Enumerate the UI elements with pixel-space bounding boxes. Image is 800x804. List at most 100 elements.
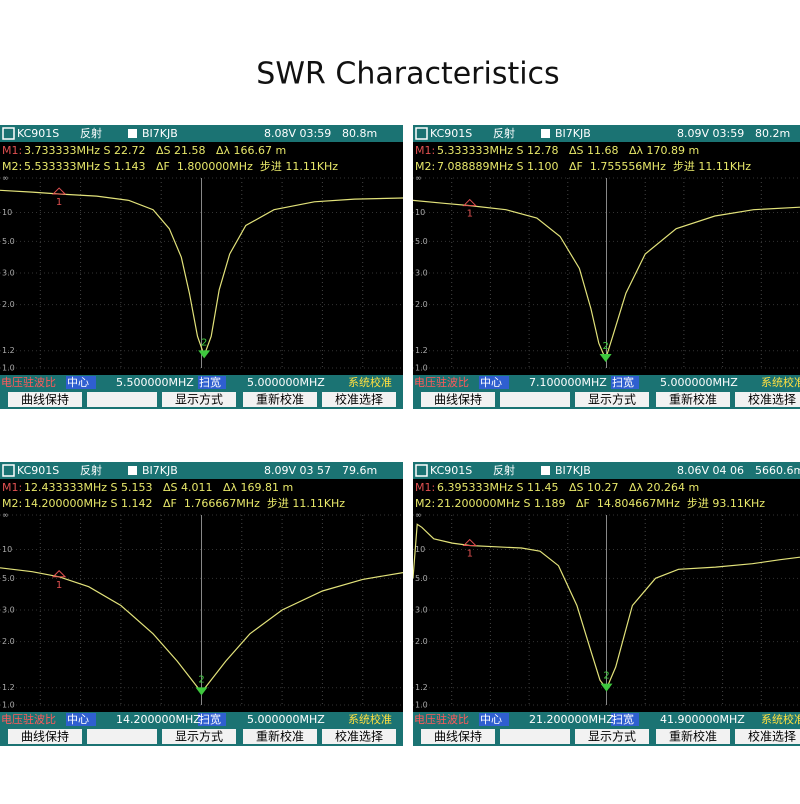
y-tick-label: 5.0 [415,237,428,246]
swr-curve [413,523,800,690]
marker-readout: 5.333333MHz S 12.78 ΔS 11.68 Δλ 170.89 m [437,144,699,157]
footer-text: 电压驻波比 [1,375,56,389]
y-tick-label: 2.0 [415,300,428,309]
footer-text: 扫宽 [199,712,221,726]
marker-number: 1 [56,197,62,208]
status-text: 8.08V 03:59 [264,127,331,140]
button-box[interactable] [575,392,649,407]
marker-triangle [198,350,211,359]
footer-text: 21.200000MHZ [529,713,614,726]
y-tick-label: 10 [2,545,12,554]
footer-bar [413,712,800,727]
button-label: 曲线保持 [434,729,482,744]
marker-number: 2 [602,341,608,352]
button-box[interactable] [322,392,396,407]
status-square [128,466,137,475]
footer-text: 扫宽 [612,712,634,726]
button-box[interactable] [162,729,236,744]
marker-label: M2: [415,160,435,173]
y-tick-label: ∞ [415,511,422,520]
button-label: 曲线保持 [434,392,482,407]
y-tick-label: ∞ [2,174,9,183]
marker-triangle [195,687,208,696]
logo-icon [2,464,15,477]
status-text: 8.06V 04 06 [677,464,744,477]
status-text: 8.09V 03 57 [264,464,331,477]
footer-text: 系统校准 [761,375,800,389]
footer-text: 电压驻波比 [414,712,469,726]
y-tick-label: 1.2 [2,346,15,355]
footer-text: 系统校准 [348,375,392,389]
y-tick-label: 2.0 [2,300,15,309]
button-box[interactable] [243,729,317,744]
button-box[interactable] [656,729,730,744]
button-box[interactable] [575,729,649,744]
y-tick-label: 3.0 [2,269,15,278]
button-box[interactable] [656,392,730,407]
marker-label: M1: [415,481,435,494]
y-tick-label: 5.0 [2,237,15,246]
y-tick-label: 1.2 [415,683,428,692]
y-tick-label: 1.0 [2,701,15,710]
button-box[interactable] [8,729,82,744]
y-tick-label: 3.0 [415,606,428,615]
marker-triangle [600,683,613,692]
marker-label: M1: [2,144,22,157]
footer-highlight [198,713,226,726]
footer-text: 扫宽 [612,375,634,389]
footer-text: 14.200000MHZ [116,713,201,726]
footer-text: 5.000000MHZ [247,713,325,726]
button-box[interactable] [243,392,317,407]
button-label: 曲线保持 [21,392,69,407]
button-label: 校准选择 [748,392,796,407]
marker-number: 2 [603,671,609,682]
button-box[interactable] [421,729,495,744]
status-text: 反射 [493,126,515,140]
footer-text: 5.000000MHZ [660,376,738,389]
button-box[interactable] [735,392,800,407]
footer-text: 中心 [67,376,89,389]
status-square [541,466,550,475]
marker-triangle [599,353,612,362]
button-blank [87,729,157,744]
marker-label: M1: [415,144,435,157]
button-label: 显示方式 [175,392,223,407]
marker-triangle [51,187,67,195]
status-bar [0,125,403,142]
button-box[interactable] [162,392,236,407]
button-box[interactable] [421,392,495,407]
button-label: 校准选择 [335,392,383,407]
button-box[interactable] [8,392,82,407]
button-label: 重新校准 [669,392,717,407]
footer-text: 系统校准 [761,712,800,726]
button-label: 重新校准 [256,729,304,744]
marker-triangle [462,538,477,547]
status-text: BI7KJB [555,464,591,477]
status-text: 79.6m [342,464,377,477]
analyzer-screen: KC901S 反射 BI7KJB 8.06V 04 06 5660.6m M1: 6.395… [413,462,800,746]
button-label: 曲线保持 [21,729,69,744]
y-tick-label: 1.0 [415,364,428,373]
marker-triangle [51,570,67,578]
footer-highlight [198,376,226,389]
button-box[interactable] [735,729,800,744]
status-text: KC901S [430,127,472,140]
footer-text: 5.500000MHZ [116,376,194,389]
button-box[interactable] [322,729,396,744]
footer-highlight [611,376,639,389]
button-label: 校准选择 [748,729,796,744]
marker-number: 1 [467,549,473,560]
footer-text: 中心 [480,376,502,389]
logo-icon [415,464,428,477]
y-tick-label: 5.0 [415,574,428,583]
status-square [541,129,550,138]
button-blank [500,392,570,407]
marker-readout: 6.395333MHz S 11.45 ΔS 10.27 Δλ 20.264 m [437,481,699,494]
status-bar [413,462,800,479]
status-text: 5660.6m [755,464,800,477]
footer-highlight [479,713,509,726]
footer-highlight [479,376,509,389]
marker-number: 2 [198,674,204,685]
status-text: 80.8m [342,127,377,140]
